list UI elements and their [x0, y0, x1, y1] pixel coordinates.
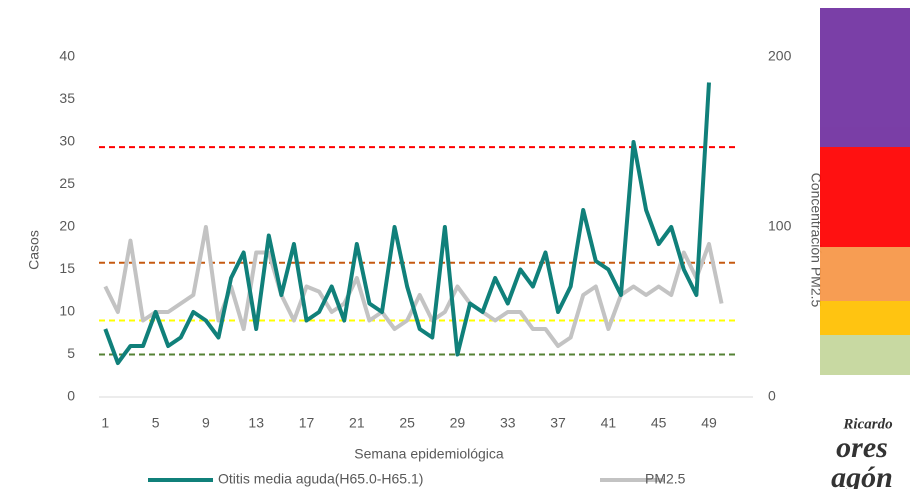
series-line	[103, 82, 711, 365]
x-tick-label: 41	[601, 415, 617, 431]
y-tick-label: 35	[59, 90, 75, 106]
x-tick-label: 13	[248, 415, 264, 431]
y2-tick-label: 0	[768, 388, 776, 404]
band	[820, 301, 910, 335]
band	[820, 335, 910, 375]
x-tick-label: 17	[299, 415, 315, 431]
x-tick-label: 25	[399, 415, 415, 431]
x-tick-label: 49	[701, 415, 717, 431]
y-tick-label: 15	[59, 260, 75, 276]
logo-text: Ricardo	[842, 416, 892, 432]
y-tick-label: 30	[59, 133, 75, 149]
x-tick-label: 37	[550, 415, 566, 431]
x-axis-label: Semana epidemiológica	[354, 446, 504, 462]
x-tick-label: 33	[500, 415, 516, 431]
y-tick-label: 25	[59, 175, 75, 191]
x-tick-label: 5	[152, 415, 160, 431]
y2-tick-label: 100	[768, 218, 792, 234]
y-tick-label: 10	[59, 303, 75, 319]
legend-label: PM2.5	[645, 471, 686, 487]
color-bands	[820, 8, 910, 375]
x-tick-label: 29	[450, 415, 466, 431]
x-tick-label: 21	[349, 415, 365, 431]
x-tick-label: 45	[651, 415, 667, 431]
y2-tick-label: 200	[768, 48, 792, 64]
y-tick-label: 5	[67, 345, 75, 361]
legend-label: Otitis media aguda(H65.0-H65.1)	[218, 471, 423, 487]
x-tick-label: 1	[101, 415, 109, 431]
series-line	[103, 225, 724, 348]
y-tick-label: 20	[59, 218, 75, 234]
y-tick-label: 40	[59, 48, 75, 64]
band	[820, 147, 910, 247]
band	[820, 247, 910, 301]
x-tick-label: 9	[202, 415, 210, 431]
logo-text: ores	[836, 431, 888, 464]
y-axis-label: Casos	[26, 230, 42, 270]
band	[820, 8, 910, 147]
y-tick-label: 0	[67, 388, 75, 404]
logo-text: agón	[831, 461, 893, 489]
